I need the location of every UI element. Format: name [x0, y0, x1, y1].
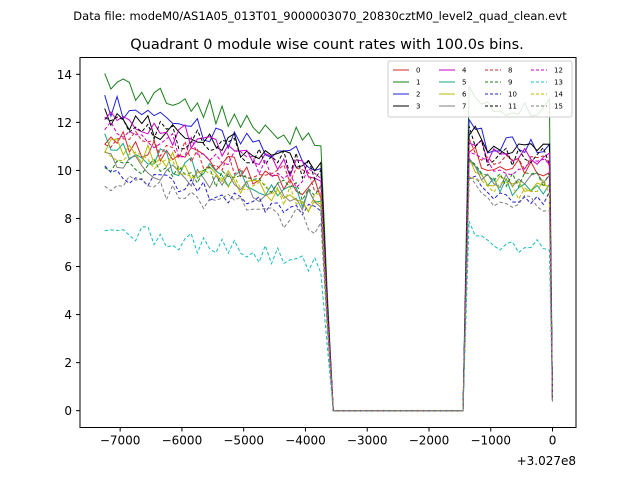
data-file-suptitle: Data file: modeM0/AS1A05_013T01_90000030… — [73, 9, 567, 23]
series-line-3 — [104, 108, 553, 412]
legend-label: 3 — [416, 103, 420, 111]
plot-frame — [79, 57, 577, 428]
y-tick-label: 2 — [64, 356, 72, 370]
y-tick-label: 4 — [64, 308, 72, 322]
series-line-7 — [104, 151, 553, 412]
legend-frame — [387, 60, 573, 118]
legend-label: 1 — [416, 79, 420, 87]
legend-label: 14 — [554, 91, 563, 99]
y-tick-label: 0 — [64, 404, 72, 418]
series-line-14 — [104, 150, 553, 412]
series-line-6 — [104, 138, 553, 412]
legend-label: 6 — [462, 91, 467, 99]
legend-label: 9 — [508, 79, 512, 87]
y-tick-label: 14 — [57, 68, 72, 82]
legend-label: 5 — [462, 79, 466, 87]
series-line-9 — [104, 158, 553, 412]
series-line-13 — [104, 221, 553, 412]
y-tick-label: 10 — [57, 164, 72, 178]
legend-label: 7 — [462, 103, 466, 111]
x-offset-label: +3.027e8 — [517, 454, 576, 468]
legend-label: 4 — [462, 67, 467, 75]
series-line-8 — [104, 130, 553, 412]
x-tick-label: −3000 — [347, 434, 388, 448]
series-line-10 — [104, 165, 553, 412]
plot-series-group — [104, 73, 553, 412]
series-line-15 — [104, 174, 553, 412]
x-axis: −7000 −6000 −5000 −4000 −3000 −2000 −1000 0 — [100, 427, 557, 448]
legend-label: 11 — [508, 103, 517, 111]
series-line-2 — [104, 94, 553, 412]
y-tick-label: 8 — [64, 212, 72, 226]
x-tick-label: −1000 — [470, 434, 511, 448]
legend-label: 10 — [508, 91, 517, 99]
x-tick-label: 0 — [549, 434, 557, 448]
y-tick-label: 12 — [57, 116, 72, 130]
x-tick-label: −2000 — [409, 434, 450, 448]
x-tick-label: −4000 — [285, 434, 326, 448]
series-line-11 — [104, 116, 553, 412]
x-tick-label: −5000 — [223, 434, 264, 448]
legend-label: 2 — [416, 91, 420, 99]
y-tick-label: 6 — [64, 260, 72, 274]
legend-label: 8 — [508, 67, 512, 75]
series-line-5 — [104, 133, 553, 412]
series-line-12 — [104, 120, 553, 412]
x-tick-label: −7000 — [100, 434, 141, 448]
legend-label: 13 — [554, 79, 563, 87]
legend-label: 15 — [554, 103, 563, 111]
y-axis: 0 2 4 6 8 10 12 14 — [57, 68, 80, 418]
series-line-0 — [104, 130, 553, 412]
chart-title: Quadrant 0 module wise count rates with … — [130, 37, 524, 53]
series-line-4 — [104, 111, 553, 412]
x-tick-label: −6000 — [162, 434, 203, 448]
legend-label: 0 — [416, 67, 420, 75]
legend-label: 12 — [554, 67, 563, 75]
